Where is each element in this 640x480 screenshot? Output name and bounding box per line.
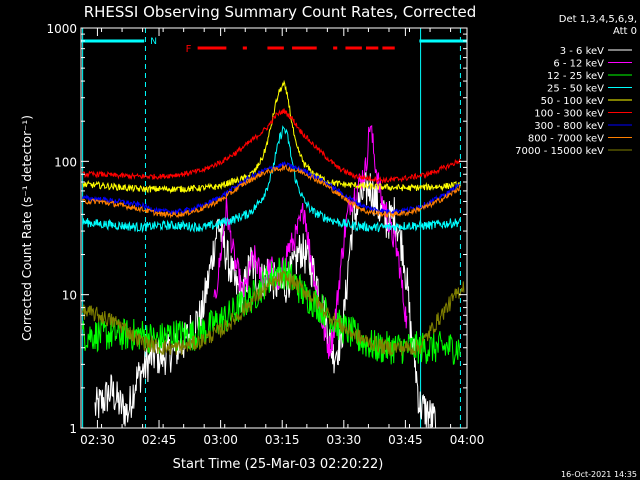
legend-label: 3 - 6 keV xyxy=(560,46,604,57)
legend-label: 25 - 50 keV xyxy=(547,84,604,95)
legend-title: Det 1,3,4,5,6,9, xyxy=(559,14,637,25)
legend-label: 7000 - 15000 keV xyxy=(515,146,604,157)
y-tick-label: 1000 xyxy=(46,22,77,36)
flare-flag-label: F xyxy=(186,44,192,55)
series-line xyxy=(213,125,408,359)
x-tick-label: 03:30 xyxy=(327,433,362,447)
y-tick-label: 10 xyxy=(62,289,77,303)
x-tick-label: 03:00 xyxy=(203,433,238,447)
x-tick-label: 03:45 xyxy=(388,433,423,447)
x-tick-label: 02:30 xyxy=(80,433,115,447)
chart-title: RHESSI Observing Summary Count Rates, Co… xyxy=(84,3,477,21)
series-line xyxy=(82,108,461,184)
x-axis: 02:30 02:45 03:00 03:15 03:30 03:45 04:00 xyxy=(80,28,484,447)
legend-label: 6 - 12 keV xyxy=(553,59,604,70)
footer-date: 16-Oct-2021 14:35 xyxy=(561,470,637,479)
y-axis-label: Corrected Count Rate (s⁻¹ detector⁻¹) xyxy=(20,115,34,341)
x-axis-label: Start Time (25-Mar-03 02:20:22) xyxy=(173,457,384,472)
series-line xyxy=(82,79,461,194)
plot-area: NF xyxy=(81,28,467,429)
series-line xyxy=(82,164,461,219)
series-line xyxy=(82,270,465,357)
night-flag-label: N xyxy=(150,37,157,47)
y-tick-label: 100 xyxy=(54,155,77,169)
y-axis: 1 10 100 1000 xyxy=(46,22,467,436)
x-tick-label: 02:45 xyxy=(142,433,177,447)
legend-title: Att 0 xyxy=(613,26,637,37)
legend-label: 100 - 300 keV xyxy=(534,109,604,120)
legend-label: 300 - 800 keV xyxy=(534,121,604,132)
y-tick-label: 1 xyxy=(69,422,77,436)
x-tick-label: 04:00 xyxy=(450,433,485,447)
plot-frame xyxy=(80,27,468,429)
legend-label: 800 - 7000 keV xyxy=(528,134,604,145)
legend: Det 1,3,4,5,6,9,Att 0 3 - 6 keV 6 - 12 keV… xyxy=(515,14,637,157)
legend-label: 12 - 25 keV xyxy=(547,71,604,82)
x-tick-label: 03:15 xyxy=(265,433,300,447)
legend-label: 50 - 100 keV xyxy=(541,96,605,107)
